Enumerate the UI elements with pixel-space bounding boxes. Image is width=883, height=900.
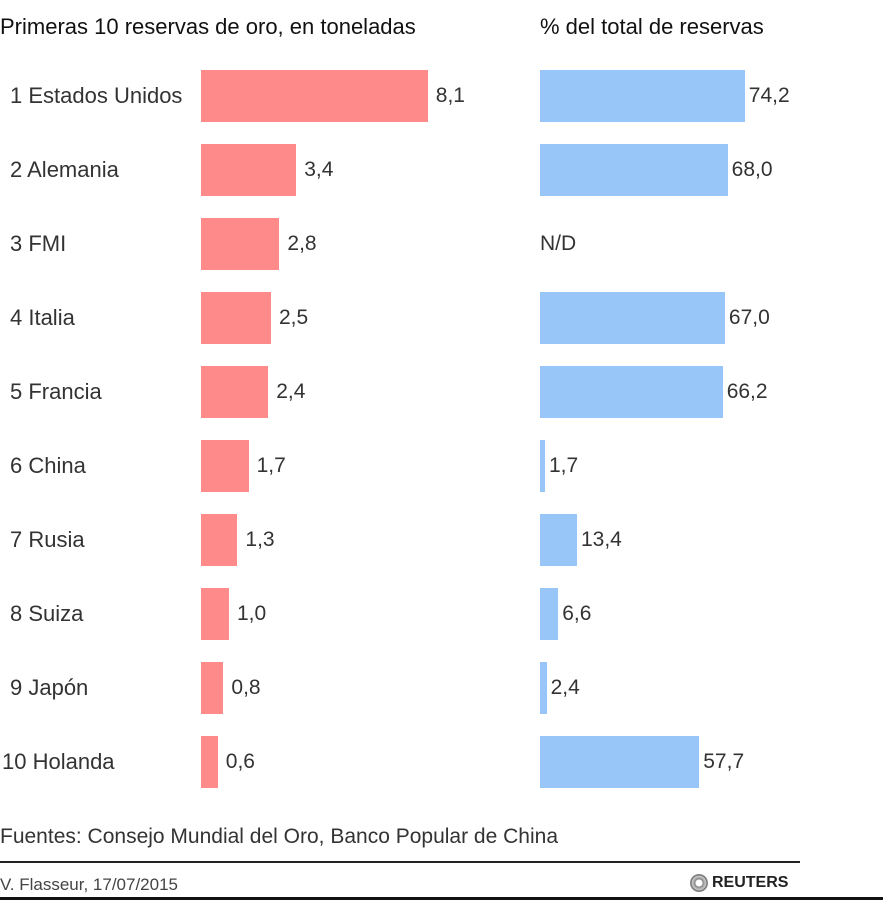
category-label: 8 Suiza [10, 601, 84, 626]
right-value-label: 13,4 [580, 528, 622, 551]
right-bar [540, 662, 547, 714]
category-label: 3 FMI [10, 231, 67, 256]
bottom-rule [0, 897, 883, 900]
right-value-label: 2,4 [550, 676, 580, 699]
left-value-label: 3,4 [304, 158, 334, 181]
right-bar [540, 366, 723, 418]
category-label: 2 Alemania [10, 157, 119, 182]
right-bar [540, 514, 577, 566]
left-value-label: 8,1 [435, 84, 465, 107]
right-value-label: N/D [540, 232, 577, 255]
left-value-label: 0,6 [225, 750, 255, 773]
left-bar [201, 292, 271, 344]
left-value-label: 1,0 [237, 602, 267, 625]
left-bar [201, 366, 269, 418]
left-chart-title: Primeras 10 reservas de oro, en tonelada… [0, 14, 416, 39]
left-bar [201, 662, 224, 714]
right-value-label: 57,7 [703, 750, 745, 773]
left-bar [201, 588, 229, 640]
left-bar [201, 218, 280, 270]
left-value-label: 2,4 [276, 380, 306, 403]
right-value-label: 68,0 [731, 158, 773, 181]
right-value-label: 1,7 [549, 454, 579, 477]
left-value-label: 2,8 [287, 232, 317, 255]
divider [0, 861, 800, 863]
right-bar [540, 292, 725, 344]
right-bar [540, 144, 728, 196]
reuters-logo-text: REUTERS [712, 874, 789, 891]
right-bar [540, 70, 745, 122]
category-label: 9 Japón [10, 675, 89, 700]
left-bar [201, 440, 249, 492]
right-bar [540, 588, 559, 640]
left-bar [201, 736, 218, 788]
sources-note: Fuentes: Consejo Mundial del Oro, Banco … [0, 825, 558, 848]
category-label: 7 Rusia [10, 527, 85, 552]
left-bar [201, 514, 238, 566]
reuters-logo-icon [690, 874, 708, 892]
category-label: 10 Holanda [2, 749, 115, 774]
category-label: 1 Estados Unidos [10, 83, 183, 108]
category-label: 6 China [10, 453, 86, 478]
category-label: 4 Italia [10, 305, 75, 330]
left-bar [201, 70, 428, 122]
right-value-label: 74,2 [748, 84, 790, 107]
category-label: 5 Francia [10, 379, 102, 404]
right-value-label: 66,2 [726, 380, 768, 403]
left-value-label: 0,8 [231, 676, 261, 699]
right-chart-title: % del total de reservas [540, 14, 764, 39]
left-value-label: 1,7 [256, 454, 286, 477]
left-bar [201, 144, 297, 196]
credit: V. Flasseur, 17/07/2015 [0, 875, 179, 894]
left-value-label: 2,5 [279, 306, 309, 329]
left-value-label: 1,3 [245, 528, 275, 551]
right-bar [540, 736, 700, 788]
right-value-label: 67,0 [728, 306, 770, 329]
right-value-label: 6,6 [562, 602, 592, 625]
right-bar [540, 440, 545, 492]
reuters-logo: REUTERS [690, 874, 788, 892]
